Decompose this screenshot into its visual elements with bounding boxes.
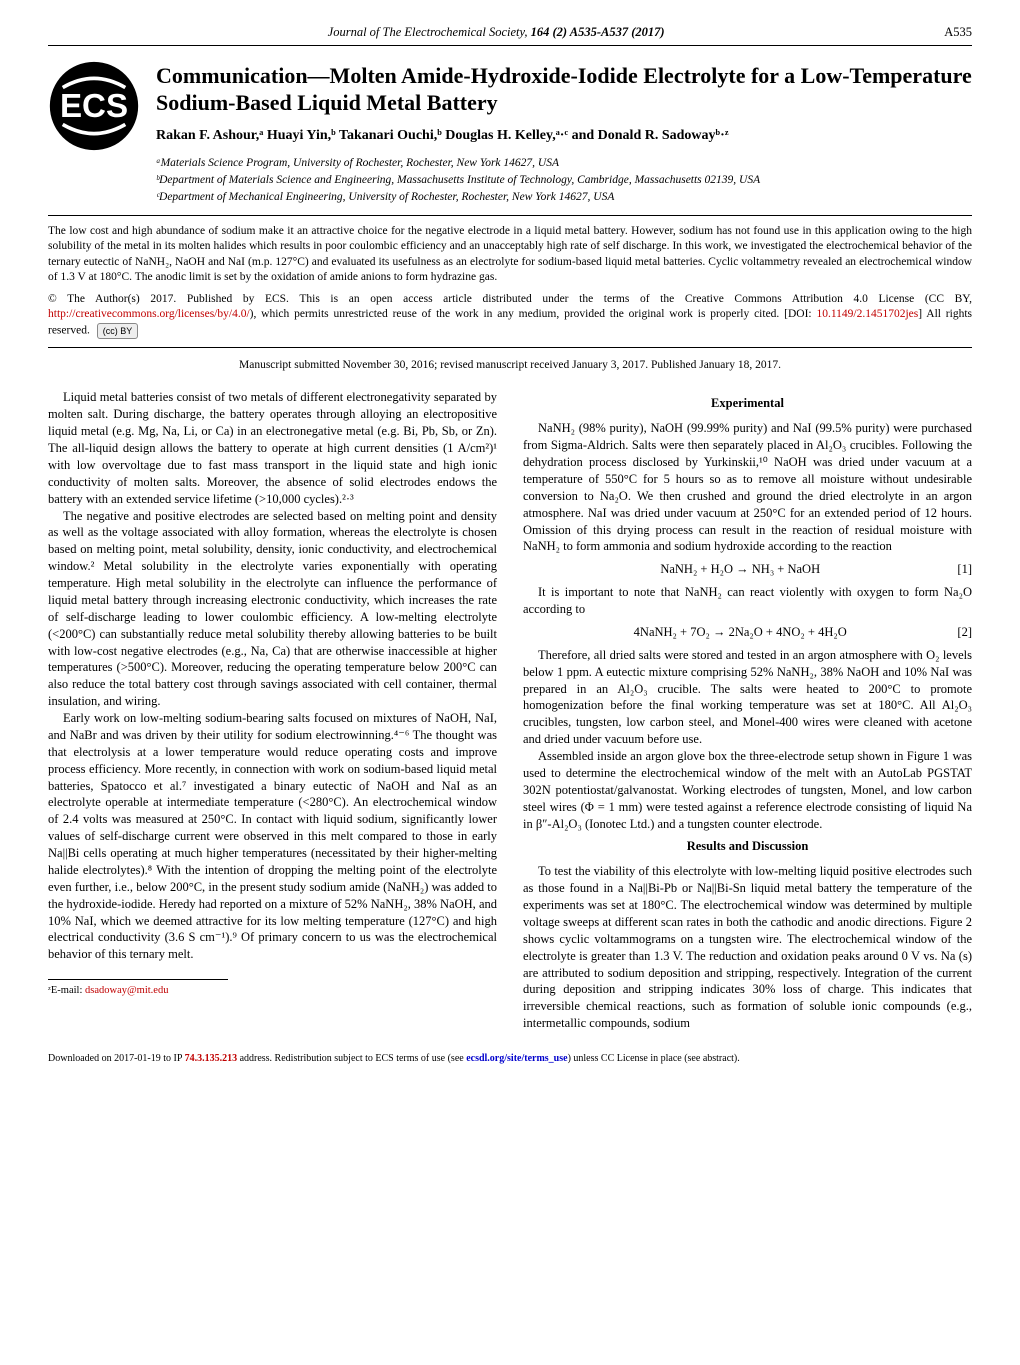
intro-para-2: The negative and positive electrodes are… — [48, 508, 497, 711]
license-block: © The Author(s) 2017. Published by ECS. … — [48, 292, 972, 339]
eq2-number: [2] — [957, 624, 972, 641]
license-pre: © The Author(s) 2017. Published by ECS. … — [48, 293, 972, 305]
page-number: A535 — [944, 24, 972, 41]
footnote-label: ᶻE-mail: — [48, 985, 85, 996]
running-header: A535 Journal of The Electrochemical Soci… — [48, 24, 972, 41]
abstract-top-rule — [48, 215, 972, 216]
ccby-badge: (cc) BY — [97, 323, 139, 339]
eq1-body: NaNH₂ + H₂O → NH₃ + NaOH — [660, 562, 820, 576]
intro-para-3: Early work on low-melting sodium-bearing… — [48, 710, 497, 963]
footer-post: ) unless CC License in place (see abstra… — [568, 1053, 740, 1064]
experimental-heading: Experimental — [523, 395, 972, 412]
equation-2: 4NaNH₂ + 7O₂ → 2Na₂O + 4NO₂ + 4H₂O [2] — [523, 624, 972, 641]
results-heading: Results and Discussion — [523, 838, 972, 855]
affiliation-c: ᶜDepartment of Mechanical Engineering, U… — [156, 190, 972, 205]
footnote-block: ᶻE-mail: dsadoway@mit.edu — [48, 979, 228, 998]
intro-para-1: Liquid metal batteries consist of two me… — [48, 389, 497, 507]
right-column: Experimental NaNH₂ (98% purity), NaOH (9… — [523, 389, 972, 1032]
exp-para-3: Therefore, all dried salts were stored a… — [523, 647, 972, 748]
eq2-body: 4NaNH₂ + 7O₂ → 2Na₂O + 4NO₂ + 4H₂O — [634, 625, 847, 639]
download-footer: Downloaded on 2017-01-19 to IP 74.3.135.… — [48, 1048, 972, 1066]
abstract-bottom-rule — [48, 347, 972, 348]
manuscript-dates: Manuscript submitted November 30, 2016; … — [48, 358, 972, 374]
exp-para-4: Assembled inside an argon glove box the … — [523, 748, 972, 832]
abstract-text: The low cost and high abundance of sodiu… — [48, 224, 972, 286]
ecs-logo: ECS — [48, 60, 140, 152]
footer-mid: address. Redistribution subject to ECS t… — [237, 1053, 466, 1064]
affiliation-a: ᵃMaterials Science Program, University o… — [156, 156, 972, 171]
volume-issue: 164 (2) A535-A537 (2017) — [531, 25, 665, 39]
article-title: Communication—Molten Amide-Hydroxide-Iod… — [156, 62, 972, 117]
footer-ip: 74.3.135.213 — [185, 1053, 238, 1064]
eq1-number: [1] — [957, 561, 972, 578]
results-para-1: To test the viability of this electrolyt… — [523, 863, 972, 1032]
footer-terms-link[interactable]: ecsdl.org/site/terms_use — [466, 1053, 567, 1064]
logo-text: ECS — [60, 88, 128, 125]
license-mid: ), which permits unrestricted reuse of t… — [250, 308, 817, 320]
equation-1: NaNH₂ + H₂O → NH₃ + NaOH [1] — [523, 561, 972, 578]
exp-para-2: It is important to note that NaNH₂ can r… — [523, 584, 972, 618]
journal-name: Journal of The Electrochemical Society — [328, 25, 525, 39]
footnote-email-link[interactable]: dsadoway@mit.edu — [85, 985, 168, 996]
license-url-link[interactable]: http://creativecommons.org/licenses/by/4… — [48, 308, 250, 320]
left-column: Liquid metal batteries consist of two me… — [48, 389, 497, 1032]
header-rule — [48, 45, 972, 46]
exp-para-1: NaNH₂ (98% purity), NaOH (99.99% purity)… — [523, 420, 972, 555]
doi-link[interactable]: 10.1149/2.1451702jes — [816, 308, 918, 320]
footer-pre: Downloaded on 2017-01-19 to IP — [48, 1053, 185, 1064]
affiliation-b: ᵇDepartment of Materials Science and Eng… — [156, 173, 972, 188]
authors-line: Rakan F. Ashour,ᵃ Huayi Yin,ᵇ Takanari O… — [156, 127, 972, 146]
